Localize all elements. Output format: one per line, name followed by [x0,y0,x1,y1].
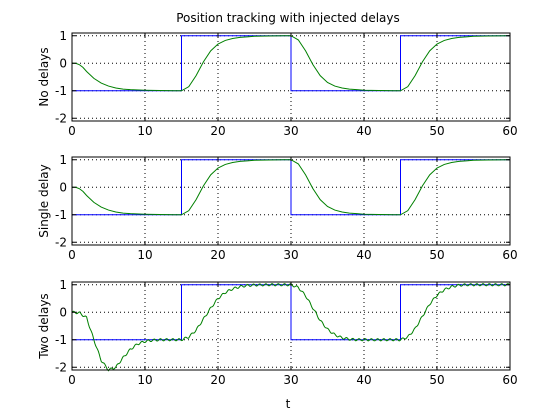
y-tick-label: -1 [55,84,67,98]
x-tick-label: 30 [283,373,298,387]
x-tick-label: 30 [283,248,298,262]
y-tick-label: 0 [59,180,67,194]
y-tick-label: 0 [59,305,67,319]
x-tick-label: 20 [210,248,225,262]
x-axis-label: t [286,397,291,411]
reference-line [72,284,510,341]
x-tick-label: 10 [137,124,152,138]
x-tick-label: 20 [210,373,225,387]
x-tick-label: 0 [68,373,76,387]
y-axis-label: No delays [37,47,51,106]
x-tick-label: 10 [137,373,152,387]
reference-line [72,159,510,216]
x-tick-label: 10 [137,248,152,262]
x-tick-label: 40 [356,124,371,138]
y-tick-label: 1 [59,153,67,167]
response-line [72,35,511,92]
x-tick-label: 0 [68,124,76,138]
y-tick-label: -2 [55,111,67,125]
response-line [72,159,511,216]
x-tick-label: 40 [356,248,371,262]
y-axis-label: Two delays [37,293,51,359]
x-tick-label: 60 [502,373,517,387]
x-tick-label: 0 [68,248,76,262]
x-tick-label: 30 [283,124,298,138]
y-tick-label: 1 [59,29,67,43]
reference-line [72,35,510,92]
y-tick-label: -1 [55,333,67,347]
x-tick-label: 40 [356,373,371,387]
subplot-3: 0 10 20 30 40 50 60 -2 -1 0 1 Two delays [37,278,518,387]
y-axis-label: Single delay [37,164,51,238]
x-tick-label: 60 [502,124,517,138]
y-tick-label: -2 [55,360,67,374]
y-tick-label: -1 [55,208,67,222]
y-tick-label: 1 [59,278,67,292]
x-tick-label: 50 [429,124,444,138]
chart-title: Position tracking with injected delays [176,11,400,25]
y-tick-label: -2 [55,235,67,249]
x-tick-label: 50 [429,248,444,262]
subplot-1: 0 10 20 30 40 50 60 -2 -1 0 1 No delays [37,29,518,138]
subplot-2: 0 10 20 30 40 50 60 -2 -1 0 1 Single delay [37,153,518,262]
y-tick-label: 0 [59,56,67,70]
x-tick-label: 60 [502,248,517,262]
x-tick-label: 20 [210,124,225,138]
x-tick-label: 50 [429,373,444,387]
